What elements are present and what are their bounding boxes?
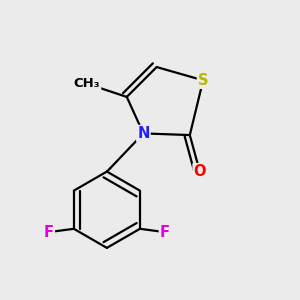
Text: F: F bbox=[160, 225, 170, 240]
Text: S: S bbox=[198, 73, 208, 88]
Text: F: F bbox=[44, 225, 54, 240]
Text: N: N bbox=[137, 126, 150, 141]
Text: O: O bbox=[194, 164, 206, 179]
Text: CH₃: CH₃ bbox=[74, 77, 100, 90]
